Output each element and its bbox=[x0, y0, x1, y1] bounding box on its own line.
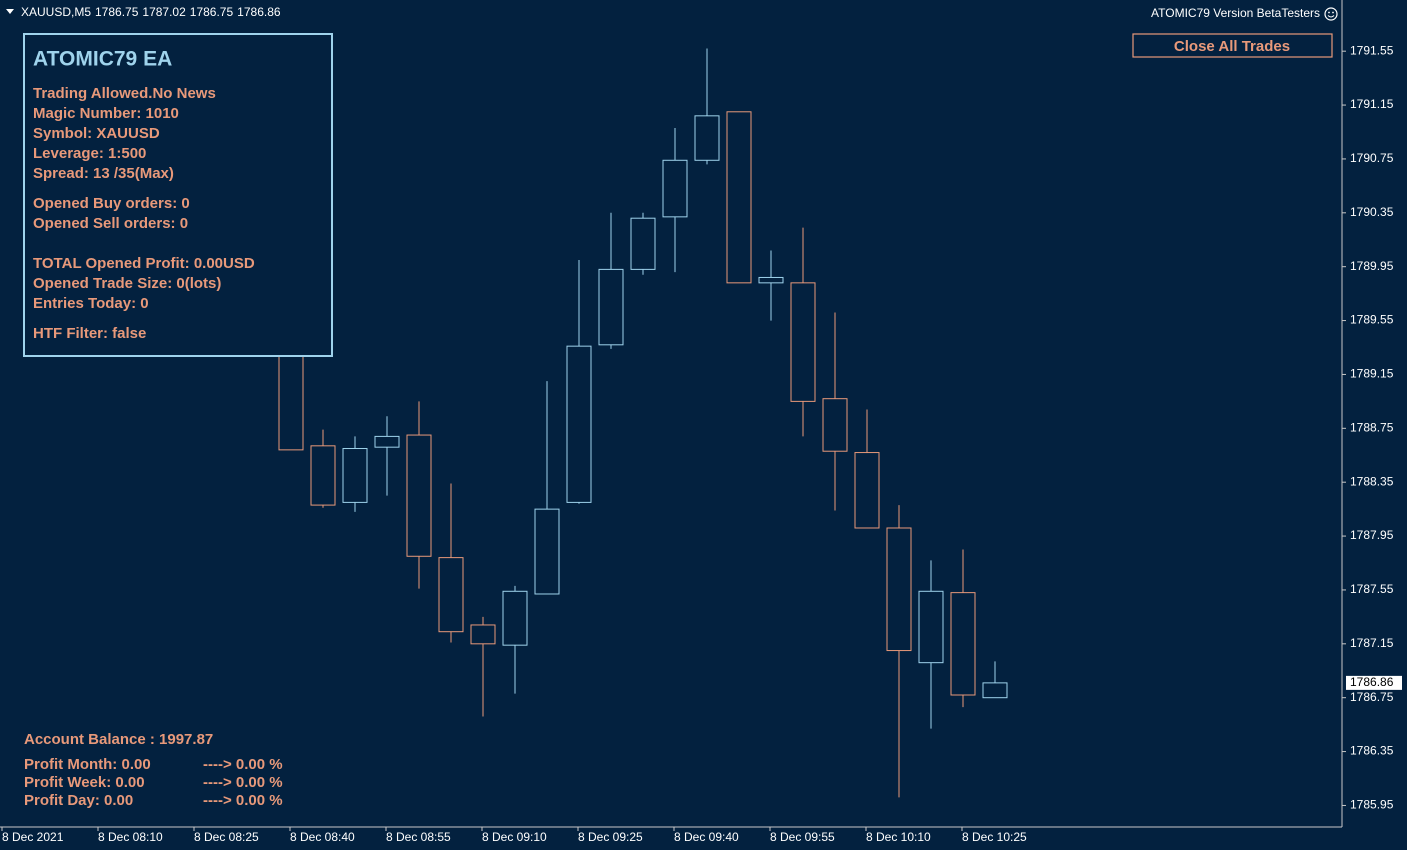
x-tick-label: 8 Dec 09:10 bbox=[482, 830, 547, 844]
x-tick-label: 8 Dec 10:25 bbox=[962, 830, 1027, 844]
candle-body bbox=[726, 111, 752, 284]
smiley-icon bbox=[1324, 7, 1338, 21]
candle-body bbox=[950, 592, 976, 696]
candle-body bbox=[886, 527, 912, 652]
y-tick-label: 1787.15 bbox=[1350, 636, 1394, 650]
ea-label: ATOMIC79 Version BetaTesters bbox=[1151, 6, 1320, 20]
candle-body bbox=[566, 345, 592, 503]
candle-body bbox=[918, 590, 944, 664]
candle-body bbox=[790, 282, 816, 402]
y-tick-label: 1791.15 bbox=[1350, 97, 1394, 111]
x-tick-label: 8 Dec 10:10 bbox=[866, 830, 931, 844]
candle-body bbox=[374, 435, 400, 448]
candle-body bbox=[438, 557, 464, 633]
panel-line: Trading Allowed.No News bbox=[33, 85, 216, 102]
panel-title: ATOMIC79 EA bbox=[33, 48, 172, 71]
y-tick-label: 1791.55 bbox=[1350, 43, 1394, 57]
x-tick-label: 8 Dec 08:40 bbox=[290, 830, 355, 844]
profit-percent: ----> 0.00 % bbox=[203, 756, 283, 773]
y-tick-label: 1786.75 bbox=[1350, 690, 1394, 704]
close-all-button[interactable] bbox=[1132, 33, 1333, 58]
panel-line: Magic Number: 1010 bbox=[33, 105, 179, 122]
y-tick-label: 1788.35 bbox=[1350, 474, 1394, 488]
candle-body bbox=[694, 115, 720, 161]
x-tick-label: 8 Dec 08:10 bbox=[98, 830, 163, 844]
panel-line: Opened Buy orders: 0 bbox=[33, 195, 190, 212]
x-tick-label: 8 Dec 09:25 bbox=[578, 830, 643, 844]
x-tick-label: 8 Dec 2021 bbox=[2, 830, 64, 844]
profit-label: Profit Day: 0.00 bbox=[24, 792, 133, 809]
last-price-box bbox=[1346, 675, 1402, 690]
candle-body bbox=[630, 217, 656, 270]
symbol-label: XAUUSD,M5 bbox=[21, 5, 91, 19]
x-tick-label: 8 Dec 08:25 bbox=[194, 830, 259, 844]
panel-line: Symbol: XAUUSD bbox=[33, 125, 160, 142]
y-tick-label: 1790.35 bbox=[1350, 205, 1394, 219]
panel-lines: Trading Allowed.No News Magic Number: 101… bbox=[33, 85, 255, 342]
panel-line: Opened Trade Size: 0(lots) bbox=[33, 275, 221, 292]
y-tick-label: 1789.95 bbox=[1350, 259, 1394, 273]
candle-body bbox=[342, 448, 368, 503]
info-panel bbox=[23, 33, 333, 357]
profit-percent: ----> 0.00 % bbox=[203, 774, 283, 791]
y-tick-label: 1790.75 bbox=[1350, 151, 1394, 165]
menu-arrow[interactable] bbox=[6, 9, 14, 14]
y-tick-label: 1785.95 bbox=[1350, 798, 1394, 812]
ohlc-header: 1786.75 1787.02 1786.75 1786.86 bbox=[95, 5, 281, 19]
ohlc-value: 1787.02 bbox=[142, 5, 186, 19]
candle-body bbox=[662, 159, 688, 218]
candle-body bbox=[598, 268, 624, 346]
panel-line: Opened Sell orders: 0 bbox=[33, 215, 188, 232]
close-all-button-label[interactable]: Close All Trades bbox=[1174, 38, 1290, 55]
profit-label: Profit Month: 0.00 bbox=[24, 756, 151, 773]
y-tick-label: 1789.55 bbox=[1350, 313, 1394, 327]
candle-body bbox=[758, 276, 784, 284]
panel-line: Spread: 13 /35(Max) bbox=[33, 165, 174, 182]
y-tick-label: 1787.55 bbox=[1350, 582, 1394, 596]
ohlc-value: 1786.75 bbox=[95, 5, 139, 19]
y-tick-label: 1788.75 bbox=[1350, 420, 1394, 434]
profit-label: Profit Week: 0.00 bbox=[24, 774, 145, 791]
candle-body bbox=[534, 508, 560, 595]
candle-body bbox=[982, 682, 1008, 699]
ohlc-value: 1786.86 bbox=[237, 5, 281, 19]
candle-body bbox=[822, 398, 848, 452]
ohlc-value: 1786.75 bbox=[190, 5, 234, 19]
panel-line: TOTAL Opened Profit: 0.00USD bbox=[33, 255, 255, 272]
last-price-label: 1786.86 bbox=[1350, 675, 1394, 689]
candle-body bbox=[278, 340, 304, 451]
account-balance: Account Balance : 1997.87 bbox=[24, 731, 213, 748]
y-tick-label: 1787.95 bbox=[1350, 528, 1394, 542]
y-tick-label: 1786.35 bbox=[1350, 744, 1394, 758]
panel-line: Leverage: 1:500 bbox=[33, 145, 146, 162]
candle-body bbox=[854, 452, 880, 529]
candle-body bbox=[470, 624, 496, 645]
panel-line: HTF Filter: false bbox=[33, 325, 146, 342]
candle-body bbox=[310, 445, 336, 506]
profit-percent: ----> 0.00 % bbox=[203, 792, 283, 809]
x-tick-label: 8 Dec 09:40 bbox=[674, 830, 739, 844]
x-tick-label: 8 Dec 09:55 bbox=[770, 830, 835, 844]
candle-body bbox=[502, 590, 528, 646]
x-tick-label: 8 Dec 08:55 bbox=[386, 830, 451, 844]
plot-area bbox=[278, 48, 1008, 798]
account-rows: Profit Month: 0.00 ----> 0.00 % Profit Wee… bbox=[24, 756, 283, 809]
candle-body bbox=[406, 434, 432, 557]
panel-line: Entries Today: 0 bbox=[33, 295, 149, 312]
y-tick-label: 1789.15 bbox=[1350, 367, 1394, 381]
